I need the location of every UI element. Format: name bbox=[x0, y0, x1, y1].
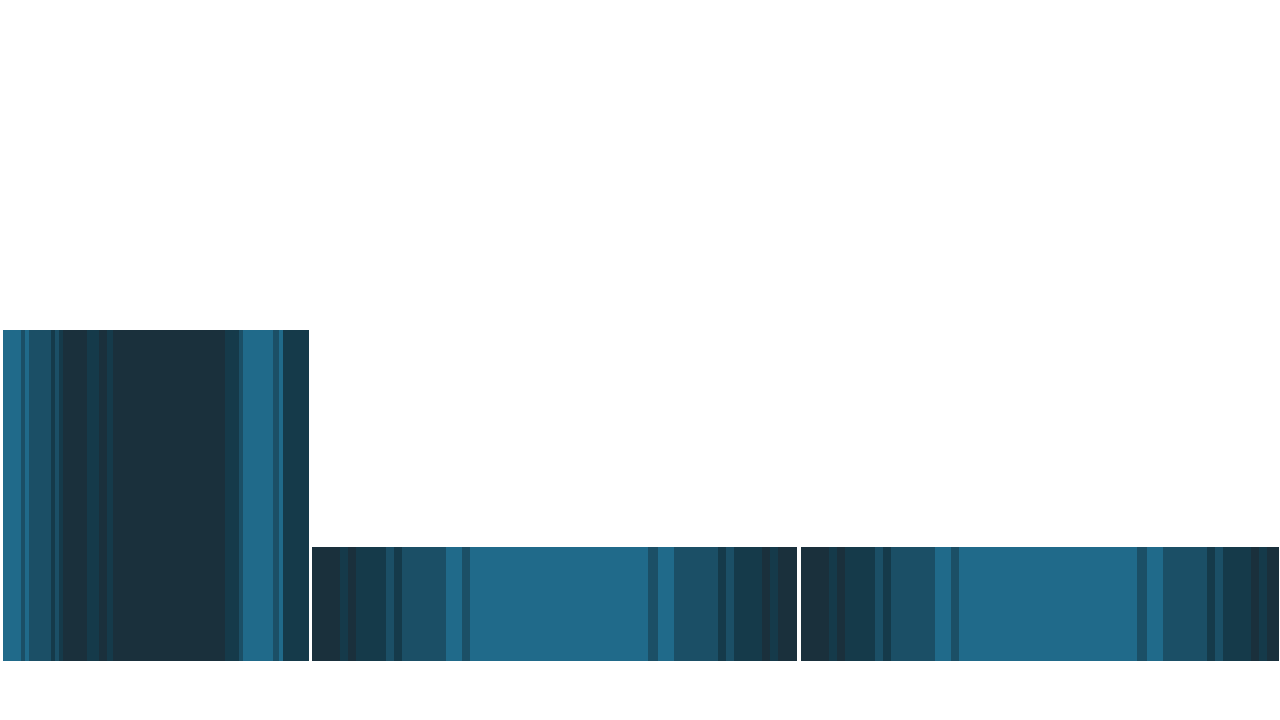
stripe bbox=[312, 547, 340, 661]
stripe bbox=[829, 547, 837, 661]
stripe bbox=[87, 330, 99, 661]
stripe bbox=[107, 330, 113, 661]
stripe bbox=[658, 547, 674, 661]
stripe bbox=[63, 330, 87, 661]
stripe bbox=[59, 330, 63, 661]
stripe bbox=[470, 547, 648, 661]
stripe bbox=[778, 547, 797, 661]
stripe bbox=[113, 330, 225, 661]
stripe-panel-right bbox=[801, 547, 1279, 661]
stripe bbox=[446, 547, 462, 661]
stripe bbox=[801, 547, 829, 661]
stripe bbox=[891, 547, 935, 661]
stripe bbox=[648, 547, 658, 661]
stripe bbox=[283, 330, 291, 661]
stripe bbox=[845, 547, 875, 661]
stripe bbox=[1137, 547, 1147, 661]
stripe bbox=[29, 330, 51, 661]
stripe bbox=[883, 547, 891, 661]
stripe bbox=[55, 330, 59, 661]
stripe bbox=[291, 330, 309, 661]
stripe bbox=[279, 330, 283, 661]
stripe bbox=[348, 547, 356, 661]
stripe bbox=[935, 547, 951, 661]
stripe bbox=[402, 547, 446, 661]
stripe bbox=[21, 330, 25, 661]
stripe bbox=[99, 330, 107, 661]
stripe bbox=[1207, 547, 1215, 661]
stripe bbox=[1147, 547, 1163, 661]
stripe bbox=[51, 330, 55, 661]
stripe bbox=[386, 547, 394, 661]
stripe bbox=[394, 547, 402, 661]
stripe bbox=[951, 547, 959, 661]
stripe bbox=[1215, 547, 1223, 661]
stripe-panel-middle bbox=[312, 547, 797, 661]
stripe bbox=[356, 547, 386, 661]
stripe bbox=[718, 547, 726, 661]
stripe bbox=[273, 330, 279, 661]
stripe bbox=[1163, 547, 1207, 661]
stripe bbox=[837, 547, 845, 661]
stripe bbox=[243, 330, 273, 661]
stripe bbox=[1223, 547, 1251, 661]
stripe bbox=[734, 547, 762, 661]
stripe-panel-left bbox=[3, 330, 309, 661]
stripe bbox=[726, 547, 734, 661]
stripe bbox=[340, 547, 348, 661]
stripe bbox=[875, 547, 883, 661]
stripe bbox=[239, 330, 243, 661]
stripe bbox=[1267, 547, 1279, 661]
stripe bbox=[225, 330, 239, 661]
stripe bbox=[462, 547, 470, 661]
stripe bbox=[1251, 547, 1259, 661]
stripe bbox=[3, 330, 21, 661]
stripe bbox=[959, 547, 1137, 661]
stripe bbox=[1259, 547, 1267, 661]
stripe bbox=[770, 547, 778, 661]
stripe bbox=[762, 547, 770, 661]
stripe bbox=[674, 547, 718, 661]
stripe bbox=[25, 330, 29, 661]
